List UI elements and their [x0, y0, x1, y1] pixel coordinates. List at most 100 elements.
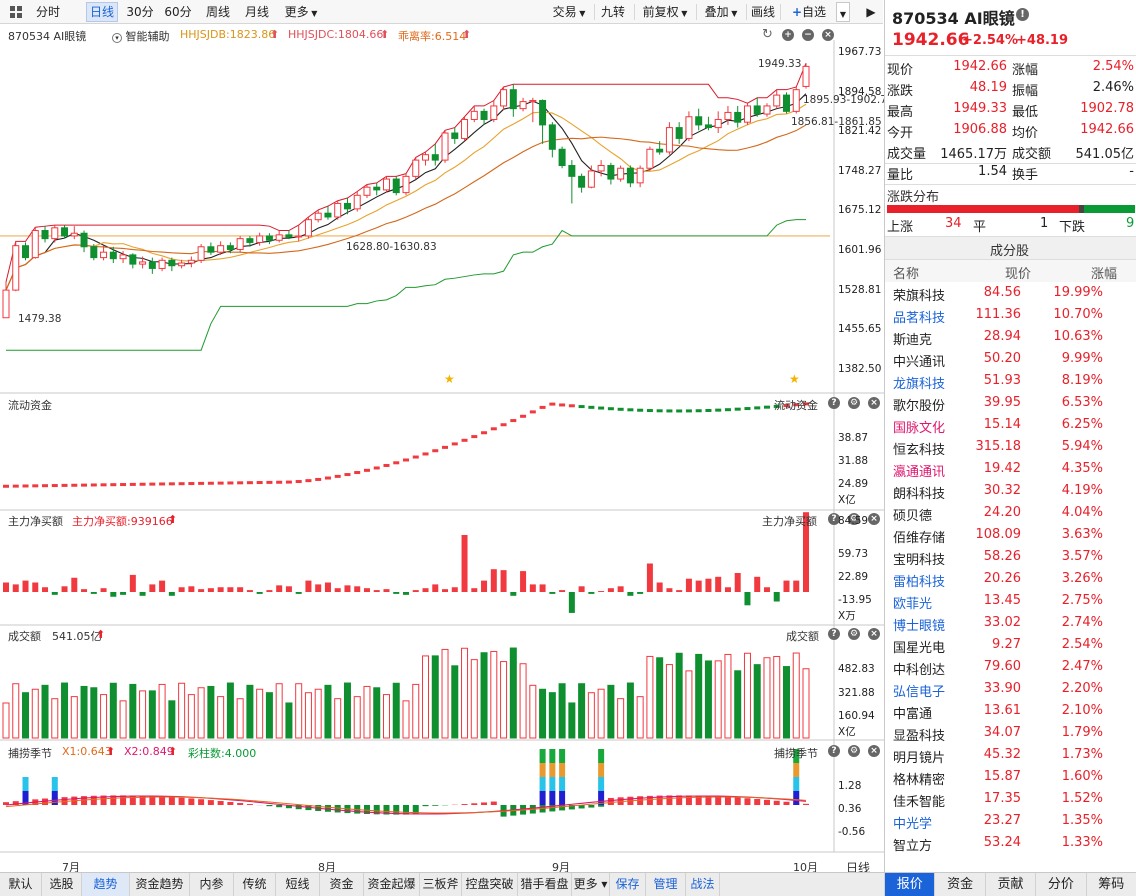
bottom-tab-4[interactable]: 内参 — [190, 873, 234, 896]
quote-tab-1[interactable]: 资金 — [934, 873, 984, 896]
smart-assist-toggle[interactable]: ▾ 智能辅助 — [112, 28, 170, 44]
stock-row[interactable]: 中富通 13.61 2.10% — [885, 700, 1136, 722]
period-label[interactable]: 日线 — [846, 861, 871, 875]
close-icon[interactable]: × — [868, 628, 880, 640]
bottom-tab-7[interactable]: 资金 — [320, 873, 364, 896]
tab-60min[interactable]: 60分 — [164, 5, 192, 19]
tab-30min[interactable]: 30分 — [126, 5, 154, 19]
settings-icon[interactable]: ⚙ — [848, 397, 860, 409]
settings-icon[interactable]: ⚙ — [848, 513, 860, 525]
close-panel-icon[interactable]: × — [822, 29, 834, 41]
stock-name[interactable]: 恒玄科技 — [893, 443, 946, 458]
stock-row[interactable]: 欧菲光 13.45 2.75% — [885, 590, 1136, 612]
stock-name[interactable]: 中光学 — [893, 817, 933, 832]
settings-icon[interactable]: ⚙ — [848, 628, 860, 640]
stock-row[interactable]: 国脉文化 15.14 6.25% — [885, 414, 1136, 436]
stock-row[interactable]: 显盈科技 34.07 1.79% — [885, 722, 1136, 744]
col-change[interactable]: 涨幅 — [1091, 267, 1118, 282]
stock-name[interactable]: 中富通 — [893, 707, 933, 722]
stock-row[interactable]: 佳禾智能 17.35 1.52% — [885, 788, 1136, 810]
zoom-out-icon[interactable]: − — [802, 29, 814, 41]
tab-intraday[interactable]: 分时 — [35, 5, 60, 19]
stock-name[interactable]: 雷柏科技 — [893, 575, 946, 590]
grid-menu-icon[interactable] — [4, 2, 28, 22]
bottom-tab-8[interactable]: 资金起爆 — [364, 873, 420, 896]
stock-name[interactable]: 朗科科技 — [893, 487, 946, 502]
add-watchlist-button[interactable]: +自选 — [784, 2, 834, 22]
stock-name[interactable]: 智立方 — [893, 839, 933, 854]
stock-name[interactable]: 欧菲光 — [893, 597, 933, 612]
quote-tab-0[interactable]: 报价 — [884, 873, 935, 896]
stock-name[interactable]: 硕贝德 — [893, 509, 933, 524]
stock-name[interactable]: 国脉文化 — [893, 421, 946, 436]
stock-name[interactable]: 品茗科技 — [893, 311, 946, 326]
stock-name[interactable]: 中兴通讯 — [893, 355, 946, 370]
close-icon[interactable]: × — [868, 397, 880, 409]
info-icon[interactable]: ! — [1016, 8, 1029, 21]
stock-name[interactable]: 佰维存储 — [893, 531, 946, 546]
tab-weekly[interactable]: 周线 — [205, 5, 230, 19]
bottom-tab-9[interactable]: 三板斧 — [420, 873, 462, 896]
stock-row[interactable]: 朗科科技 30.32 4.19% — [885, 480, 1136, 502]
stock-name[interactable]: 斯迪克 — [893, 333, 933, 348]
help-icon[interactable]: ? — [828, 513, 840, 525]
adjust-menu[interactable]: 前复权 ▼ — [638, 2, 692, 22]
stock-row[interactable]: 瀛通通讯 19.42 4.35% — [885, 458, 1136, 480]
stock-row[interactable]: 博士眼镜 33.02 2.74% — [885, 612, 1136, 634]
stock-row[interactable]: 弘信电子 33.90 2.20% — [885, 678, 1136, 700]
stock-row[interactable]: 格林精密 15.87 1.60% — [885, 766, 1136, 788]
stock-name[interactable]: 国星光电 — [893, 641, 946, 656]
stock-name[interactable]: 荣旗科技 — [893, 289, 946, 304]
close-icon[interactable]: × — [868, 745, 880, 757]
tab-monthly[interactable]: 月线 — [244, 5, 269, 19]
overlay-menu[interactable]: 叠加 ▼ — [700, 2, 742, 22]
stock-name[interactable]: 中科创达 — [893, 663, 946, 678]
col-name[interactable]: 名称 — [893, 267, 920, 282]
stock-row[interactable]: 硕贝德 24.20 4.04% — [885, 502, 1136, 524]
bottom-tab-13[interactable]: 保存 — [610, 873, 646, 896]
help-icon[interactable]: ? — [828, 628, 840, 640]
stock-row[interactable]: 恒玄科技 315.18 5.94% — [885, 436, 1136, 458]
stock-chart-svg[interactable] — [0, 40, 884, 872]
bottom-tab-11[interactable]: 猎手看盘 — [518, 873, 572, 896]
stock-name[interactable]: 佳禾智能 — [893, 795, 946, 810]
bottom-tab-3[interactable]: 资金趋势 — [130, 873, 190, 896]
settings-icon[interactable]: ⚙ — [848, 745, 860, 757]
col-price[interactable]: 现价 — [1005, 267, 1032, 282]
stock-name[interactable]: 弘信电子 — [893, 685, 946, 700]
zoom-in-icon[interactable]: + — [782, 29, 794, 41]
bottom-tab-14[interactable]: 管理 — [646, 873, 686, 896]
quote-tab-2[interactable]: 贡献 — [984, 873, 1035, 896]
stock-name[interactable]: 格林精密 — [893, 773, 946, 788]
stock-row[interactable]: 中光学 23.27 1.35% — [885, 810, 1136, 832]
bottom-tab-2[interactable]: 趋势 — [82, 873, 130, 896]
quote-tab-3[interactable]: 分价 — [1035, 873, 1085, 896]
stock-row[interactable]: 歌尔股份 39.95 6.53% — [885, 392, 1136, 414]
stock-row[interactable]: 宝明科技 58.26 3.57% — [885, 546, 1136, 568]
stock-row[interactable]: 荣旗科技 84.56 19.99% — [885, 282, 1136, 304]
watchlist-dropdown[interactable]: ▼ — [836, 2, 850, 22]
close-icon[interactable]: × — [868, 513, 880, 525]
bottom-tab-5[interactable]: 传统 — [234, 873, 276, 896]
stock-name[interactable]: 歌尔股份 — [893, 399, 946, 414]
bottom-tab-15[interactable]: 战法 — [686, 873, 720, 896]
stock-row[interactable]: 龙旗科技 51.93 8.19% — [885, 370, 1136, 392]
stock-name[interactable]: 龙旗科技 — [893, 377, 946, 392]
bottom-tab-12[interactable]: 更多 ▾ — [572, 873, 610, 896]
tab-daily[interactable]: 日线 — [86, 2, 118, 22]
help-icon[interactable]: ? — [828, 397, 840, 409]
more-menu[interactable]: 更多 ▼ — [280, 2, 322, 22]
stock-name[interactable]: 瀛通通讯 — [893, 465, 946, 480]
quote-tab-4[interactable]: 筹码 — [1085, 873, 1136, 896]
stock-row[interactable]: 中科创达 79.60 2.47% — [885, 656, 1136, 678]
stock-row[interactable]: 品茗科技 111.36 10.70% — [885, 304, 1136, 326]
trade-menu[interactable]: 交易 ▼ — [548, 2, 590, 22]
stock-row[interactable]: 明月镜片 45.32 1.73% — [885, 744, 1136, 766]
stock-row[interactable]: 中兴通讯 50.20 9.99% — [885, 348, 1136, 370]
bottom-tab-10[interactable]: 控盘突破 — [462, 873, 518, 896]
stock-name[interactable]: 宝明科技 — [893, 553, 946, 568]
collapse-right-icon[interactable]: ▶ — [866, 5, 876, 19]
stock-row[interactable]: 智立方 53.24 1.33% — [885, 832, 1136, 854]
stock-row[interactable]: 国星光电 9.27 2.54% — [885, 634, 1136, 656]
stock-row[interactable]: 斯迪克 28.94 10.63% — [885, 326, 1136, 348]
